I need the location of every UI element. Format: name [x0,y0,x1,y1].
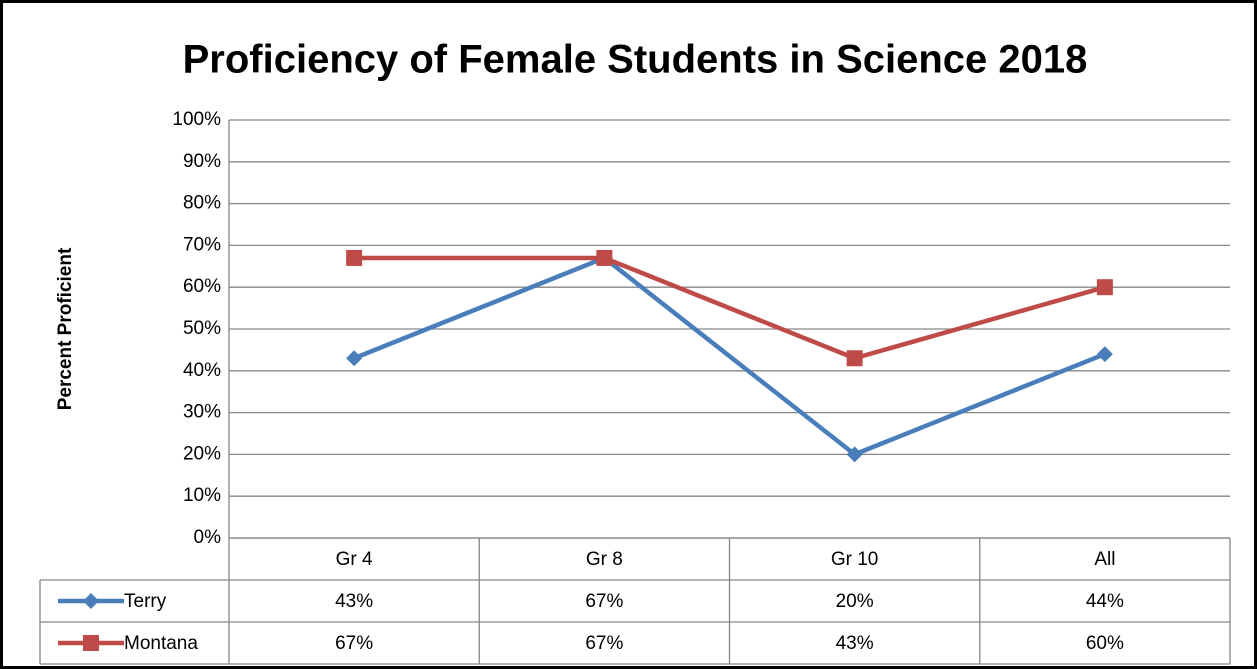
y-tick-label: 50% [183,318,221,339]
marker [846,446,863,463]
y-tick-label: 20% [183,443,221,464]
y-tick-label: 100% [172,109,221,130]
series-line [353,255,1106,457]
marker [1096,279,1113,296]
y-tick-label: 30% [183,402,221,423]
y-tick-label: 60% [183,276,221,297]
table-value: 67% [335,633,373,654]
legend-marker [83,635,99,651]
y-tick-label: 10% [183,485,221,506]
x-tick-label: Gr 8 [586,549,623,570]
marker [846,350,863,367]
table-value: 67% [585,633,623,654]
y-axis-label: Percent Proficient [55,247,76,410]
y-tick-label: 40% [183,360,221,381]
legend-label: Terry [124,591,167,612]
y-tick-label: 90% [183,151,221,172]
x-tick-label: All [1094,549,1115,570]
table-value: 44% [1086,591,1124,612]
y-tick-label: 70% [183,234,221,255]
x-tick-label: Gr 4 [336,549,373,570]
x-tick-label: Gr 10 [831,549,879,570]
legend-label: Montana [124,633,198,654]
marker [596,249,613,266]
table-value: 67% [585,591,623,612]
y-tick-label: 0% [194,527,222,548]
series-line [354,255,1106,361]
marker [1096,346,1113,363]
chart-title: Proficiency of Female Students in Scienc… [183,38,1088,82]
table-value: 20% [836,591,874,612]
y-tick-label: 80% [183,193,221,214]
marker [346,350,363,367]
table-value: 43% [836,633,874,654]
table-value: 60% [1086,633,1124,654]
legend-marker [83,593,99,609]
table-value: 43% [335,591,373,612]
marker [346,249,363,266]
